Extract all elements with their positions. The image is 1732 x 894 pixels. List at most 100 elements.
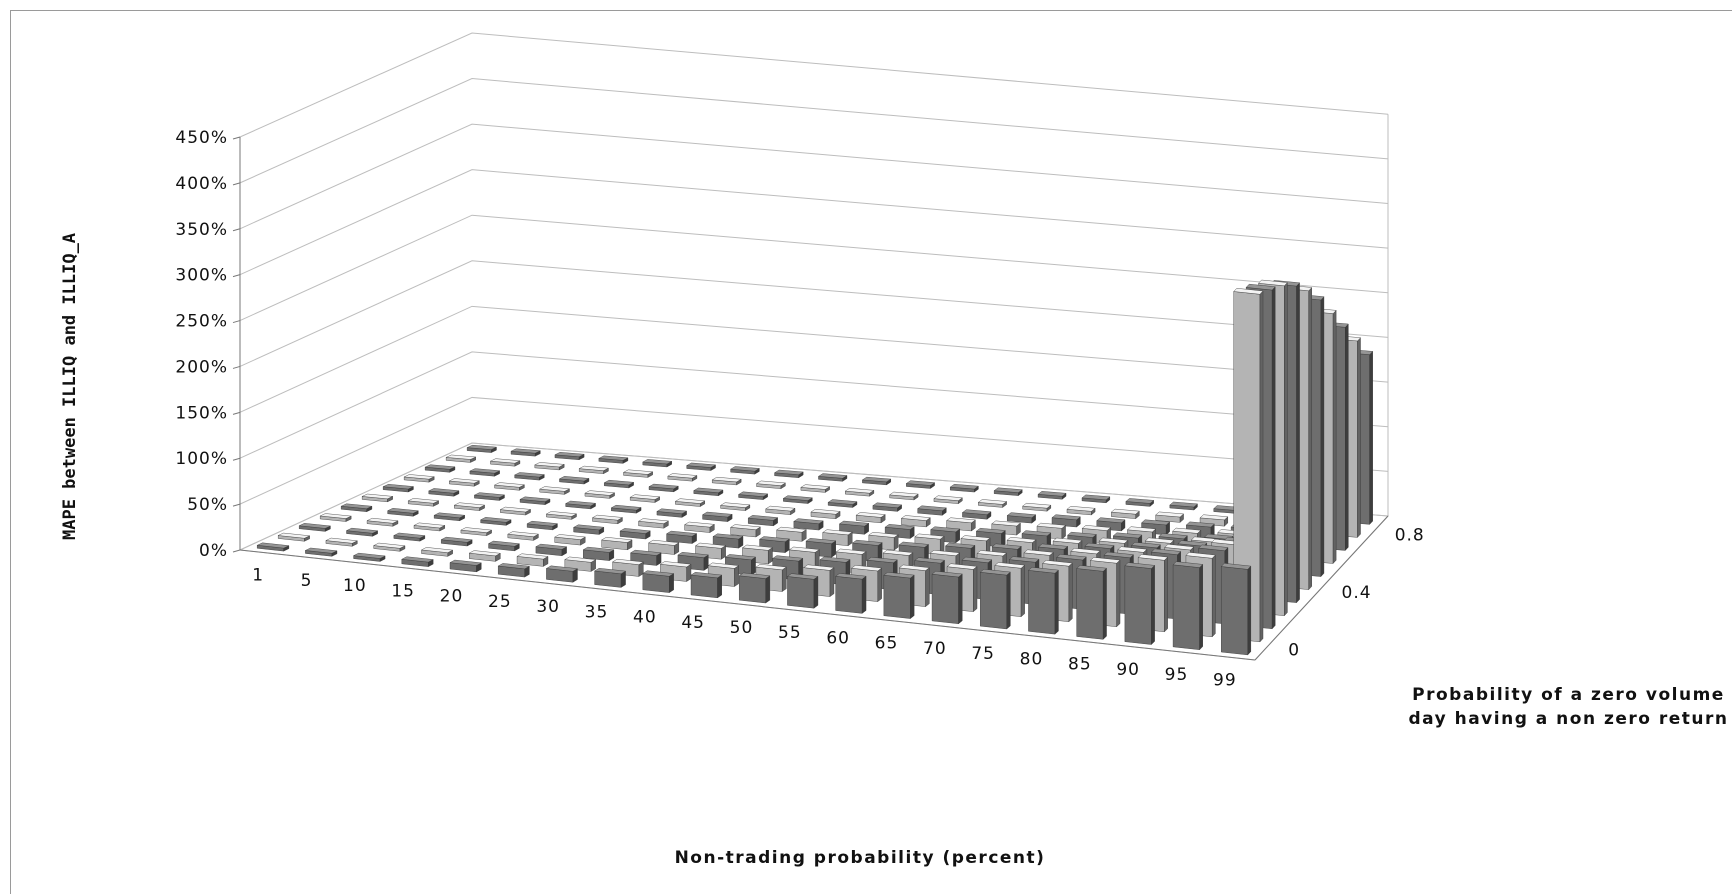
bar <box>539 486 571 495</box>
bar <box>1110 508 1140 520</box>
bar <box>674 498 706 507</box>
bar <box>677 552 709 571</box>
z-tick-label: 0.4 <box>1342 583 1372 603</box>
bar <box>690 572 723 599</box>
bar <box>598 455 629 464</box>
bar <box>737 491 769 501</box>
bar <box>747 515 779 527</box>
gridline <box>239 442 1389 551</box>
y-tick <box>232 274 241 278</box>
y-tick-label: 450% <box>175 128 228 148</box>
y-tick-label: 250% <box>175 312 228 332</box>
bar <box>407 498 440 507</box>
bar <box>510 448 542 457</box>
bar <box>448 478 481 487</box>
bar <box>256 542 290 552</box>
bar <box>373 542 406 552</box>
bar <box>466 444 498 453</box>
y-tick <box>232 457 241 461</box>
x-tick-label: 95 <box>1165 665 1189 685</box>
gridline <box>239 396 1389 505</box>
bar <box>933 495 963 505</box>
bar <box>1066 506 1096 516</box>
bar <box>931 570 963 625</box>
bar <box>835 573 867 614</box>
bar <box>487 540 521 552</box>
gridline <box>239 305 1389 413</box>
gridline <box>239 260 1389 367</box>
bar <box>711 476 742 486</box>
bar <box>665 530 698 544</box>
bar <box>619 528 651 540</box>
bar <box>861 476 892 486</box>
y-tick-label: 50% <box>187 495 228 515</box>
bar <box>755 480 787 490</box>
x-tick-label: 85 <box>1068 655 1092 675</box>
bar <box>449 559 482 573</box>
bar <box>844 488 875 497</box>
bar <box>554 534 586 546</box>
bar <box>719 502 751 511</box>
x-axis-line <box>239 549 1256 661</box>
y-tick-label: 150% <box>175 403 228 423</box>
bar <box>1125 498 1155 507</box>
x-tick-label: 65 <box>875 634 899 654</box>
bar <box>782 495 813 504</box>
bar <box>855 512 886 524</box>
bar <box>949 484 979 493</box>
bar <box>516 553 549 567</box>
bar <box>345 527 379 537</box>
z-axis-line <box>1254 515 1389 661</box>
gridline <box>239 351 1389 459</box>
bar <box>738 572 771 604</box>
bar <box>564 500 597 510</box>
bar <box>765 505 796 516</box>
bar <box>473 492 506 501</box>
gridline <box>239 123 1389 230</box>
z-tick-label: 0.8 <box>1395 525 1425 545</box>
gridline <box>239 169 1389 276</box>
bar <box>1169 501 1198 511</box>
bar <box>403 474 435 483</box>
bar <box>535 543 568 557</box>
bar <box>1081 494 1111 504</box>
x-tick-label: 45 <box>681 613 705 633</box>
bar <box>507 531 540 541</box>
bar <box>340 503 373 513</box>
bar <box>393 532 426 542</box>
gridline <box>239 32 1389 138</box>
x-axis-title: Non-trading probability (percent) <box>674 848 1046 868</box>
z-axis-title: Probability of a zero volume day having … <box>1408 685 1729 729</box>
x-tick-label: 5 <box>301 571 313 591</box>
bar <box>582 546 615 561</box>
bar <box>366 517 399 527</box>
bar <box>1076 565 1107 640</box>
y-tick <box>232 503 241 507</box>
x-tick-label: 70 <box>923 639 947 659</box>
bar <box>629 494 661 503</box>
x-tick-label: 50 <box>730 618 754 638</box>
z-tick-label: 0 <box>1288 641 1300 661</box>
x-tick-label: 20 <box>440 587 464 607</box>
bar <box>667 473 698 482</box>
y-tick-label: 300% <box>175 266 228 286</box>
bar <box>352 552 386 562</box>
x-tick-label: 75 <box>971 644 995 664</box>
bar <box>693 487 724 497</box>
bar <box>773 469 804 479</box>
bar <box>683 521 715 533</box>
bar <box>1027 567 1059 635</box>
bar <box>545 511 578 520</box>
bar <box>386 508 420 517</box>
bar <box>917 505 947 516</box>
bar <box>493 482 526 491</box>
bar <box>413 522 446 532</box>
bar <box>489 458 521 467</box>
x-tick-label: 1 <box>252 566 264 586</box>
bar <box>382 484 415 493</box>
y-tick <box>232 549 241 553</box>
x-tick-label: 10 <box>343 576 367 596</box>
bar <box>497 563 530 578</box>
x-tick-label: 60 <box>826 628 850 648</box>
y-tick <box>232 136 241 140</box>
